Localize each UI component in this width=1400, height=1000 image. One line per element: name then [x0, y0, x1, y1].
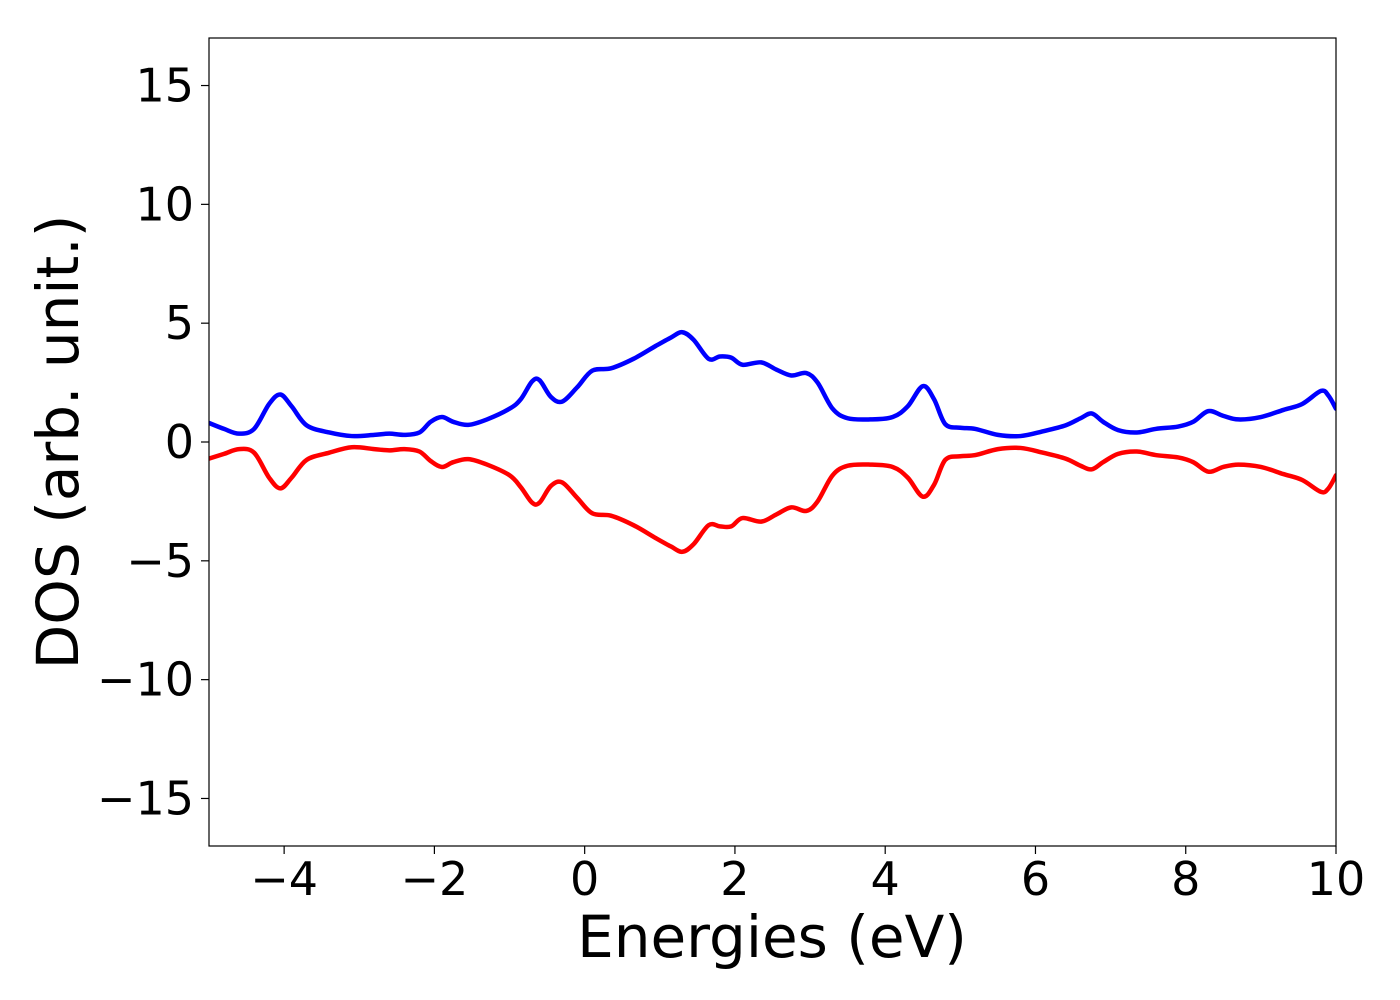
y-tick-label: 0: [165, 415, 194, 469]
x-tick-label: −2: [400, 852, 468, 906]
x-axis: −4 −2 0 2 4 6 8 10: [250, 846, 1365, 906]
x-tick-label: 4: [871, 852, 900, 906]
y-tick-label: 15: [135, 59, 194, 113]
x-tick-label: 2: [720, 852, 749, 906]
x-tick-label: 8: [1171, 852, 1200, 906]
y-axis: 15 10 5 0 −5 −10 −15: [97, 59, 209, 825]
series-line-spin-down: [209, 444, 1336, 555]
y-axis-label: DOS (arb. unit.): [24, 215, 92, 670]
series-line-spin-up: [209, 329, 1336, 439]
y-tick-label: −15: [97, 771, 194, 825]
series-layer: [209, 329, 1336, 555]
x-axis-label: Energies (eV): [577, 903, 967, 971]
x-tick-label: −4: [250, 852, 318, 906]
y-tick-label: −5: [126, 534, 194, 588]
x-tick-label: 6: [1021, 852, 1050, 906]
x-tick-label: 10: [1307, 852, 1366, 906]
x-tick-label: 0: [570, 852, 599, 906]
y-tick-label: 10: [135, 177, 194, 231]
y-tick-label: 5: [165, 296, 194, 350]
y-tick-label: −10: [97, 653, 194, 707]
